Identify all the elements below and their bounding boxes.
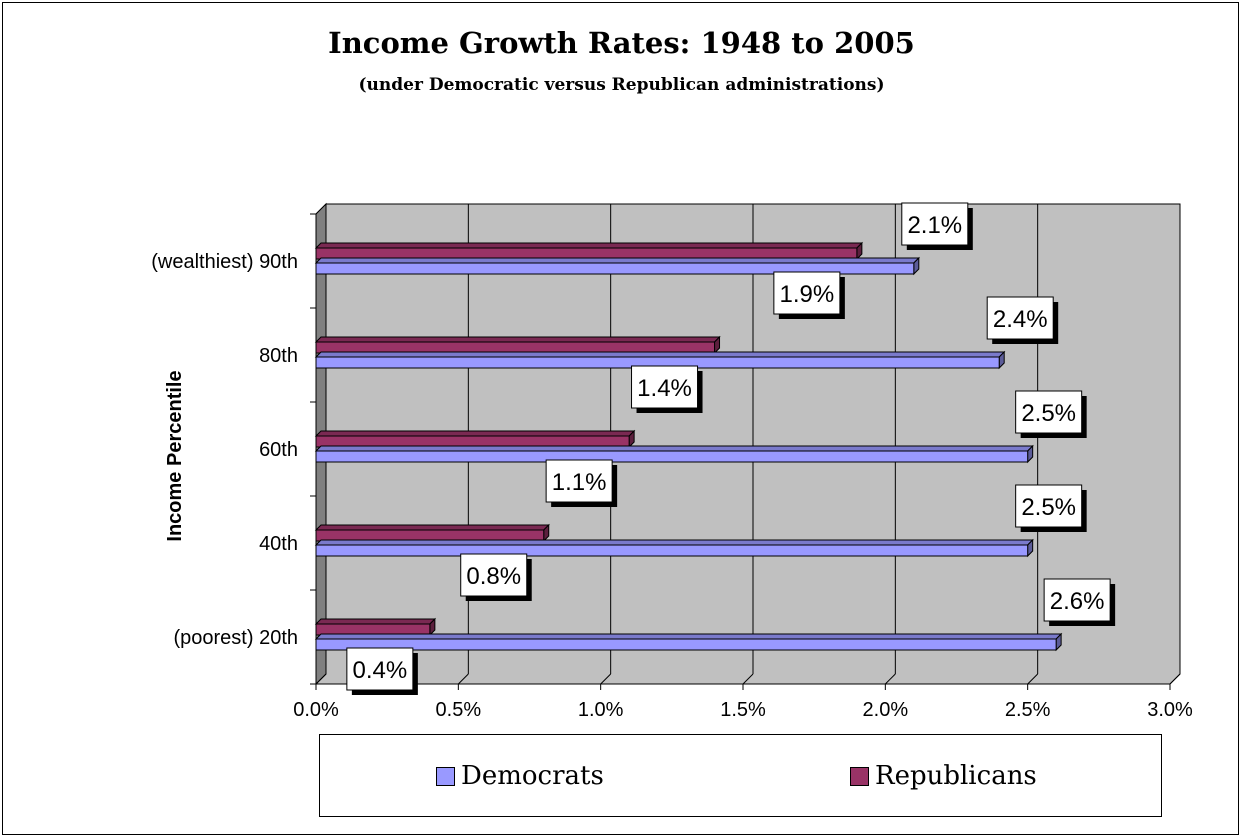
data-label-democrats: 2.5%	[1021, 400, 1076, 427]
data-label-democrats: 2.6%	[1050, 588, 1105, 615]
data-label-democrats-box	[1015, 390, 1083, 434]
y-tick-label: (poorest) 20th	[173, 627, 298, 649]
data-label-republicans-box	[346, 647, 414, 691]
floor-gridline	[1027, 673, 1039, 685]
bar-democrats	[315, 544, 1029, 557]
bar-republicans	[315, 623, 431, 636]
bar-democrats-top	[314, 539, 1034, 546]
legend-item-republicans: Republicans	[850, 759, 1037, 793]
bar-democrats-top	[314, 445, 1034, 452]
data-label-republicans: 0.4%	[353, 657, 408, 684]
legend-swatch-democrats	[436, 766, 455, 786]
data-label-republicans: 0.8%	[466, 563, 521, 590]
bar-republicans-top	[314, 336, 721, 343]
data-label-democrats-box	[986, 296, 1054, 340]
bar-democrats-top	[314, 633, 1063, 640]
x-tick-label: 1.5%	[720, 699, 766, 721]
bar-republicans	[315, 435, 630, 448]
legend-label-democrats: Democrats	[461, 761, 604, 791]
legend-swatch-republicans	[850, 766, 869, 786]
data-label-republicans: 1.1%	[552, 469, 607, 496]
bar-republicans-top	[314, 524, 550, 531]
data-label-republicans: 1.9%	[780, 281, 835, 308]
legend: Democrats Republicans	[319, 734, 1162, 817]
floor-gridline	[1169, 673, 1181, 685]
legend-label-republicans: Republicans	[875, 761, 1037, 791]
chart-subtitle: (under Democratic versus Republican admi…	[358, 75, 885, 95]
data-label-democrats: 2.5%	[1021, 494, 1076, 521]
bar-democrats	[315, 450, 1029, 463]
x-tick-label: 0.0%	[293, 699, 339, 721]
data-label-democrats-box	[901, 202, 969, 246]
floor-gridline	[457, 673, 469, 685]
bar-democrats-top	[314, 257, 921, 264]
legend-item-democrats: Democrats	[436, 759, 604, 793]
floor-gridline	[600, 673, 612, 685]
data-label-democrats-box	[1015, 484, 1083, 528]
bar-democrats	[315, 638, 1057, 651]
chart-title: Income Growth Rates: 1948 to 2005	[328, 26, 915, 60]
floor-gridline	[315, 673, 327, 685]
bar-democrats-top	[314, 351, 1006, 358]
y-tick-label: (wealthiest) 90th	[151, 251, 298, 273]
x-tick-label: 1.0%	[578, 699, 624, 721]
bar-republicans	[315, 247, 858, 260]
bar-republicans-top	[314, 430, 636, 437]
floor-gridline	[884, 673, 896, 685]
x-tick-label: 3.0%	[1147, 699, 1193, 721]
x-tick-label: 0.5%	[436, 699, 482, 721]
data-label-republicans-box	[773, 271, 841, 315]
bar-republicans-top	[314, 242, 864, 249]
floor-gridline	[742, 673, 754, 685]
data-label-democrats: 2.1%	[907, 212, 962, 239]
data-label-republicans-box	[545, 459, 613, 503]
data-label-republicans-box	[631, 365, 699, 409]
bar-republicans	[315, 341, 716, 354]
data-label-democrats: 2.4%	[993, 306, 1048, 333]
y-axis-title: Income Percentile	[164, 370, 186, 541]
data-label-republicans: 1.4%	[637, 375, 692, 402]
bar-republicans	[315, 529, 545, 542]
y-tick-label: 60th	[259, 439, 298, 461]
data-label-republicans-box	[460, 553, 528, 597]
x-tick-label: 2.5%	[1005, 699, 1051, 721]
y-tick-label: 80th	[259, 345, 298, 367]
data-label-democrats-box	[1043, 578, 1111, 622]
x-tick-label: 2.0%	[863, 699, 909, 721]
bar-republicans-top	[314, 618, 437, 625]
y-tick-label: 40th	[259, 533, 298, 555]
